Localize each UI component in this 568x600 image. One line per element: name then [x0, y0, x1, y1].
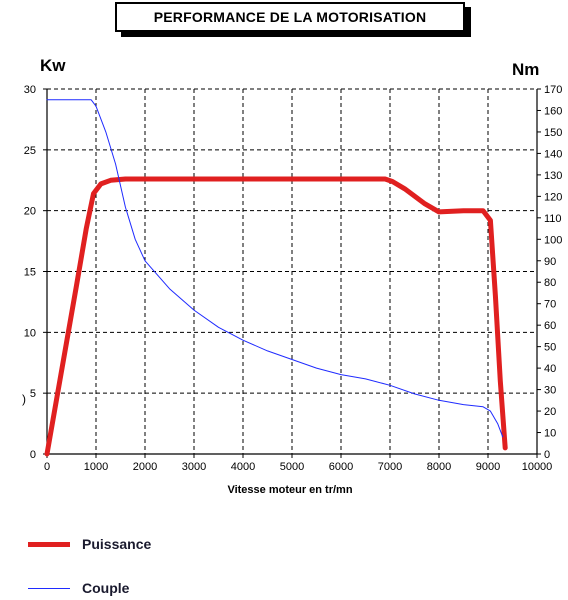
series-line-puissance: [44, 176, 508, 457]
x-tick-label: 7000: [378, 461, 402, 473]
title-box: PERFORMANCE DE LA MOTORISATION: [115, 2, 465, 32]
tick-labels: 0 1000 2000 3000 4000 5000 6000 7000 8000 9000 100…: [24, 84, 563, 473]
x-tick-label: 1000: [84, 461, 108, 473]
series-line-couple: [46, 99, 504, 438]
x-tick-label: 10000: [522, 461, 553, 473]
y-right-tick-label: 160: [544, 105, 562, 117]
legend-label-couple: Couple: [82, 580, 130, 596]
y-right-tick-label: 100: [544, 234, 562, 246]
y-left-tick-label: 5: [30, 388, 36, 400]
x-tick-label: 4000: [231, 461, 255, 473]
y-left-tick-label: 15: [24, 267, 36, 279]
stray-mark: ): [22, 392, 26, 406]
x-tick-label: 6000: [329, 461, 353, 473]
y-left-tick-label: 30: [24, 84, 36, 96]
y-right-tick-label: 110: [544, 213, 562, 225]
y-right-tick-label: 150: [544, 127, 562, 139]
y-right-tick-label: 60: [544, 320, 556, 332]
right-axis-unit: Nm: [512, 60, 540, 79]
y-left-tick-label: 25: [24, 145, 36, 157]
left-axis-unit: Kw: [40, 56, 66, 75]
legend-swatch-puissance: [28, 541, 70, 547]
y-right-tick-label: 170: [544, 84, 562, 96]
x-tick-label: 2000: [133, 461, 157, 473]
y-right-tick-label: 80: [544, 277, 556, 289]
y-right-tick-label: 10: [544, 428, 556, 440]
x-axis-label: Vitesse moteur en tr/mn: [227, 484, 352, 496]
y-right-tick-label: 50: [544, 342, 556, 354]
x-tick-label: 8000: [427, 461, 451, 473]
y-left-tick-label: 0: [30, 449, 36, 461]
y-right-tick-label: 30: [544, 385, 556, 397]
plot-frame: [43, 88, 541, 458]
grid-lines: [47, 89, 537, 454]
y-left-tick-label: 10: [24, 327, 36, 339]
y-left-tick-label: 20: [24, 206, 36, 218]
legend-item-couple: Couple: [28, 580, 129, 596]
x-tick-label: 9000: [476, 461, 500, 473]
chart-title: PERFORMANCE DE LA MOTORISATION: [153, 9, 427, 25]
legend-swatch-couple: [28, 587, 70, 589]
legend-item-puissance: Puissance: [28, 536, 151, 552]
y-right-tick-label: 20: [544, 406, 556, 418]
y-right-tick-label: 70: [544, 299, 556, 311]
series-lines: [44, 99, 508, 457]
y-right-tick-label: 0: [544, 449, 550, 461]
x-tick-label: 5000: [280, 461, 304, 473]
y-right-tick-label: 40: [544, 363, 556, 375]
y-right-tick-label: 90: [544, 256, 556, 268]
x-tick-label: 0: [44, 461, 50, 473]
y-right-tick-label: 140: [544, 148, 562, 160]
y-right-tick-label: 130: [544, 170, 562, 182]
legend-label-puissance: Puissance: [82, 536, 152, 552]
x-tick-label: 3000: [182, 461, 206, 473]
y-right-tick-label: 120: [544, 191, 562, 203]
